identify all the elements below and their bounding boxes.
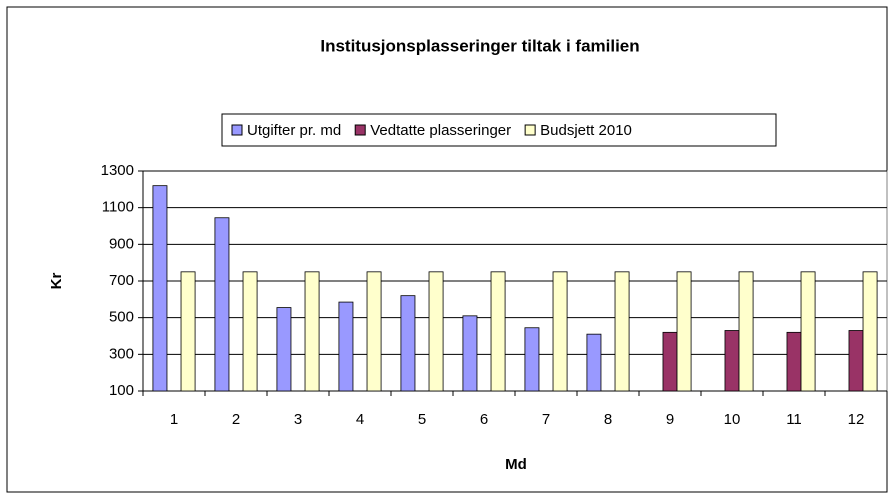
x-tick-label: 7 xyxy=(542,411,550,428)
legend-swatch xyxy=(524,124,536,136)
bar xyxy=(214,217,230,392)
y-tick-label: 1100 xyxy=(102,199,134,216)
legend-label: Vedtatte plasseringer xyxy=(370,122,511,139)
bar xyxy=(614,271,630,392)
bar xyxy=(800,271,816,392)
y-tick-label: 700 xyxy=(109,272,134,289)
x-tick-label: 4 xyxy=(356,411,364,428)
chart-title: Institusjonsplasseringer tiltak i famili… xyxy=(320,36,639,55)
bar xyxy=(524,327,540,392)
bar xyxy=(862,271,878,392)
bar xyxy=(738,271,754,392)
bar xyxy=(724,330,740,392)
bar xyxy=(338,301,354,392)
x-tick-label: 8 xyxy=(604,411,612,428)
bar xyxy=(366,271,382,392)
bar xyxy=(490,271,506,392)
bar xyxy=(662,331,678,392)
bar xyxy=(400,295,416,392)
legend-box xyxy=(221,113,777,147)
legend-swatch xyxy=(231,124,243,136)
bar xyxy=(676,271,692,392)
x-tick-label: 11 xyxy=(786,411,802,428)
bar xyxy=(786,331,802,392)
y-tick-label: 900 xyxy=(109,235,134,252)
bar xyxy=(180,271,196,392)
bar xyxy=(304,271,320,392)
x-tick-label: 3 xyxy=(294,411,302,428)
x-tick-label: 1 xyxy=(170,411,178,428)
bar xyxy=(152,185,168,392)
legend-swatch xyxy=(354,124,366,136)
x-tick-label: 5 xyxy=(418,411,426,428)
bar xyxy=(242,271,258,392)
y-tick-label: 500 xyxy=(109,309,134,326)
x-tick-label: 10 xyxy=(724,411,741,428)
bar xyxy=(462,315,478,392)
y-tick-label: 300 xyxy=(109,345,134,362)
bar xyxy=(552,271,568,392)
bar xyxy=(428,271,444,392)
x-tick-label: 9 xyxy=(666,411,674,428)
bar xyxy=(848,330,864,392)
x-axis-label: Md xyxy=(505,456,527,473)
y-tick-label: 1300 xyxy=(101,162,134,179)
y-tick-label: 100 xyxy=(109,382,134,399)
legend-label: Budsjett 2010 xyxy=(540,122,632,139)
legend-label: Utgifter pr. md xyxy=(247,122,341,139)
x-tick-label: 12 xyxy=(848,411,865,428)
x-tick-label: 2 xyxy=(232,411,240,428)
bar xyxy=(586,333,602,392)
y-axis-label: Kr xyxy=(48,273,65,290)
bar xyxy=(276,307,292,392)
x-tick-label: 6 xyxy=(480,411,488,428)
